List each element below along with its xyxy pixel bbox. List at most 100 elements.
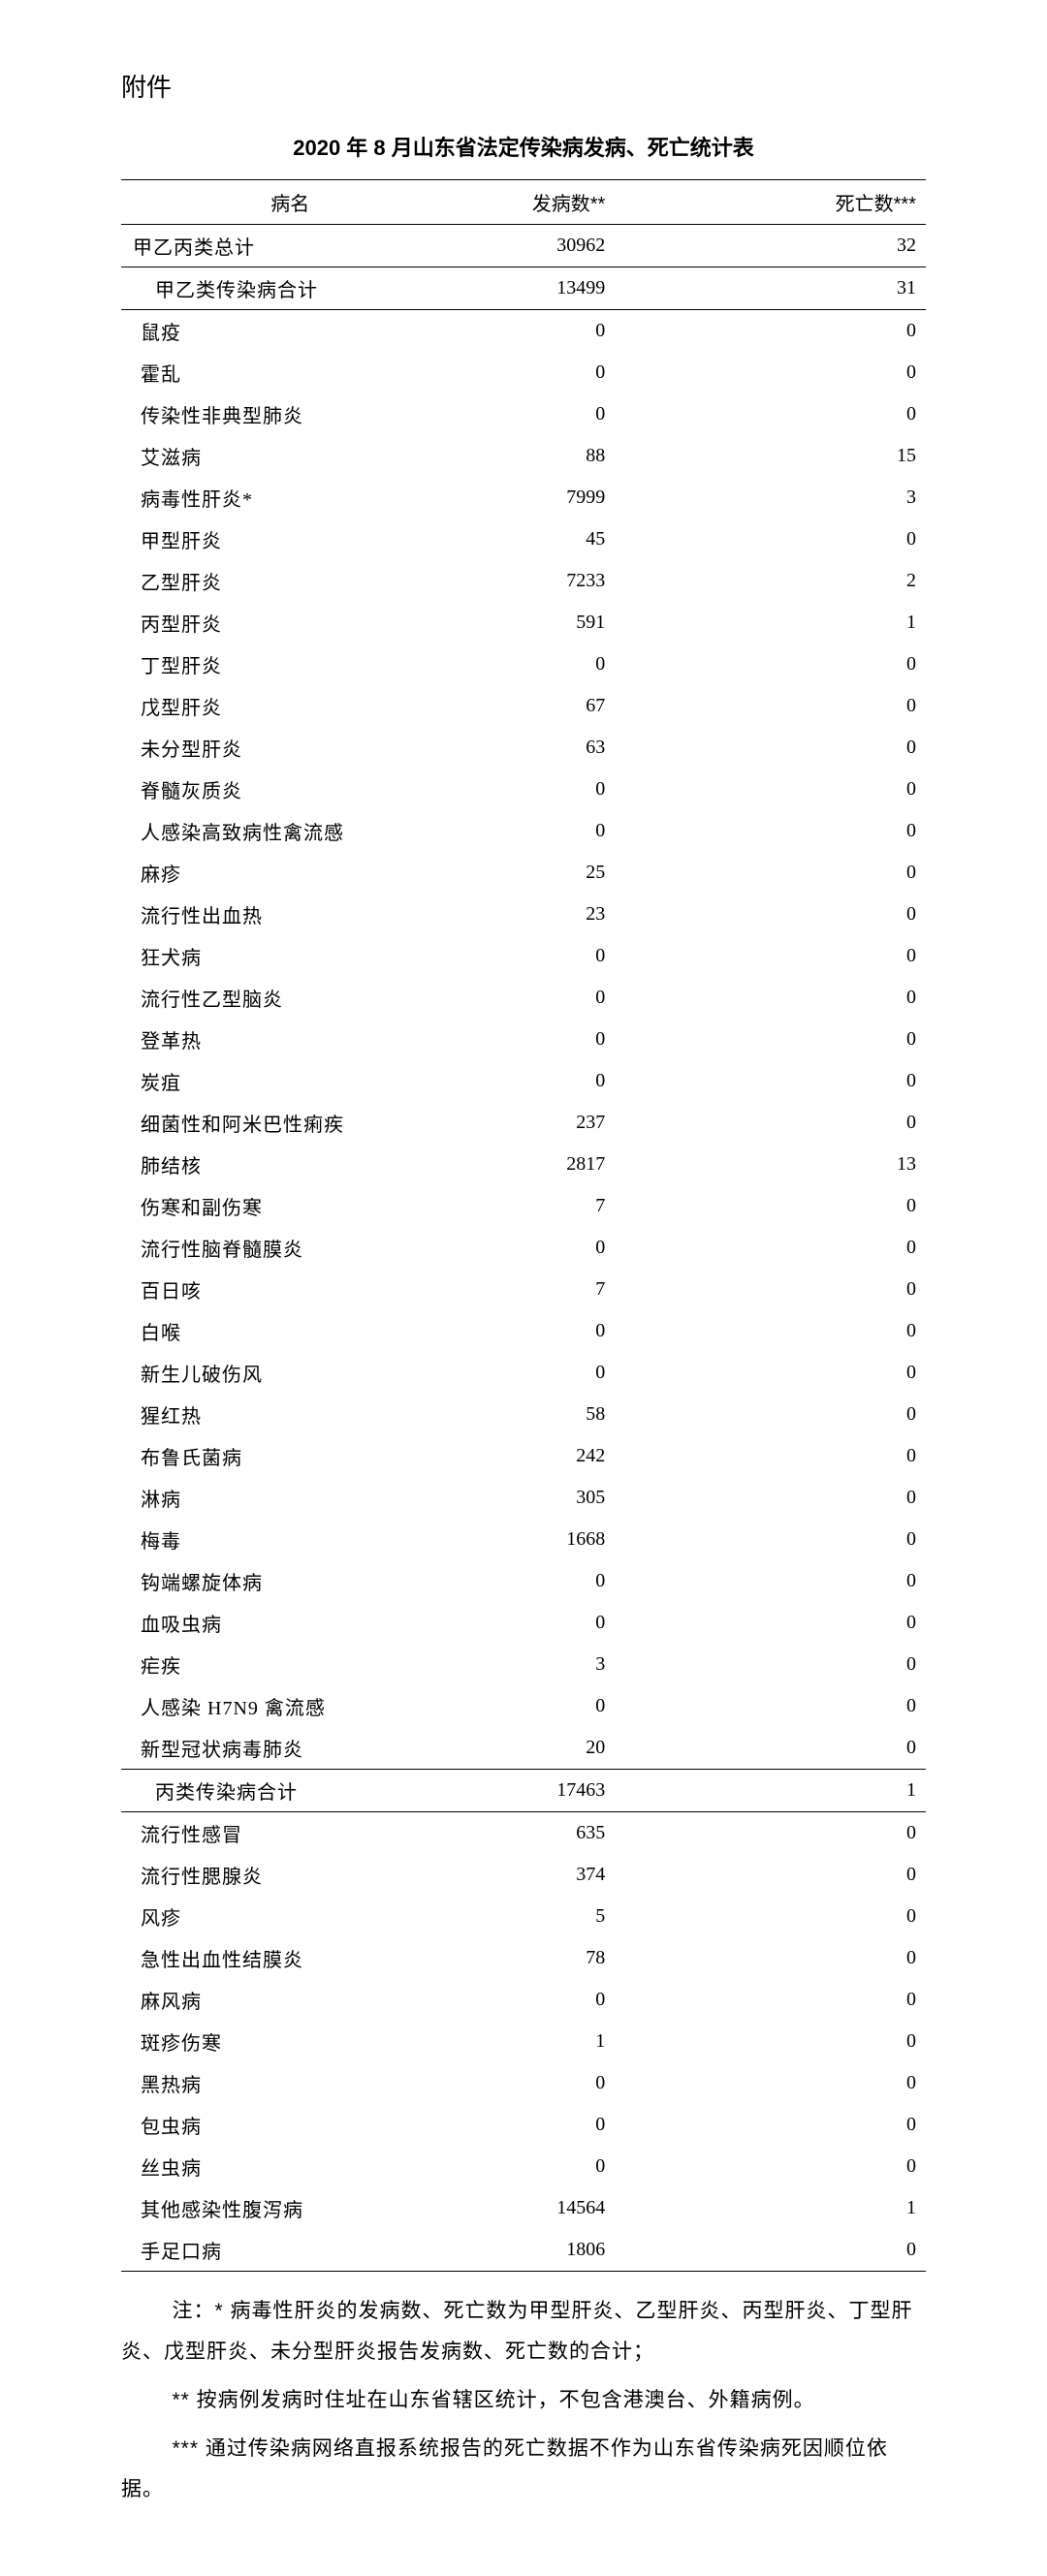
header-deaths: 死亡数*** <box>692 180 926 225</box>
document-title: 2020 年 8 月山东省法定传染病发病、死亡统计表 <box>121 131 926 162</box>
table-row: 甲型肝炎450 <box>121 518 926 560</box>
table-row: 鼠疫00 <box>121 310 926 353</box>
disease-name: 狂犬病 <box>121 935 460 977</box>
table-row: 甲乙丙类总计3096232 <box>121 225 926 267</box>
cases-value: 67 <box>460 685 693 727</box>
cases-value: 0 <box>460 2146 693 2187</box>
cases-value: 0 <box>460 1685 693 1727</box>
cases-value: 23 <box>460 894 693 935</box>
disease-name: 麻疹 <box>121 852 460 894</box>
cases-value: 591 <box>460 602 693 644</box>
cases-value: 17463 <box>460 1770 693 1812</box>
disease-name: 流行性乙型脑炎 <box>121 977 460 1019</box>
table-row: 细菌性和阿米巴性痢疾2370 <box>121 1102 926 1144</box>
disease-name: 手足口病 <box>121 2229 460 2272</box>
cases-value: 0 <box>460 1060 693 1102</box>
table-row: 丝虫病00 <box>121 2146 926 2187</box>
table-row: 伤寒和副伤寒70 <box>121 1185 926 1227</box>
table-row: 风疹50 <box>121 1896 926 1937</box>
deaths-value: 3 <box>692 477 926 518</box>
table-row: 新型冠状病毒肺炎200 <box>121 1727 926 1770</box>
table-row: 病毒性肝炎*79993 <box>121 477 926 518</box>
table-row: 包虫病00 <box>121 2104 926 2146</box>
deaths-value: 15 <box>692 435 926 477</box>
deaths-value: 0 <box>692 1727 926 1770</box>
deaths-value: 0 <box>692 935 926 977</box>
cases-value: 0 <box>460 1560 693 1602</box>
header-name: 病名 <box>121 180 460 225</box>
statistics-table: 病名 发病数** 死亡数*** 甲乙丙类总计3096232甲乙类传染病合计 1 34… <box>121 179 926 2272</box>
disease-name: 丝虫病 <box>121 2146 460 2187</box>
deaths-value: 0 <box>692 1602 926 1644</box>
disease-name: 麻风病 <box>121 1979 460 2021</box>
disease-name: 新生儿破伤风 <box>121 1352 460 1394</box>
deaths-value: 0 <box>692 2021 926 2062</box>
disease-name: 鼠疫 <box>121 310 460 353</box>
disease-name: 流行性出血热 <box>121 894 460 935</box>
table-header-row: 病名 发病数** 死亡数*** <box>121 180 926 225</box>
table-row: 乙型肝炎72332 <box>121 560 926 602</box>
disease-name: 流行性腮腺炎 <box>121 1854 460 1896</box>
table-row: 黑热病00 <box>121 2062 926 2104</box>
cases-value: 7 <box>460 1269 693 1310</box>
cases-value: 635 <box>460 1812 693 1855</box>
table-row: 人感染高致病性禽流感00 <box>121 810 926 852</box>
deaths-value: 0 <box>692 810 926 852</box>
disease-name: 甲型肝炎 <box>121 518 460 560</box>
cases-value: 45 <box>460 518 693 560</box>
deaths-value: 0 <box>692 393 926 435</box>
disease-name: 甲乙丙类总计 <box>121 225 460 267</box>
disease-name: 霍乱 <box>121 352 460 393</box>
deaths-value: 0 <box>692 1560 926 1602</box>
table-row: 人感染 H7N9 禽流感00 <box>121 1685 926 1727</box>
deaths-value: 0 <box>692 685 926 727</box>
cases-value: 0 <box>460 977 693 1019</box>
deaths-value: 0 <box>692 644 926 685</box>
disease-name: 黑热病 <box>121 2062 460 2104</box>
disease-name: 肺结核 <box>121 1144 460 1185</box>
disease-name: 乙型肝炎 <box>121 560 460 602</box>
table-row: 未分型肝炎630 <box>121 727 926 769</box>
deaths-value: 1 <box>692 602 926 644</box>
cases-value: 0 <box>460 769 693 810</box>
disease-name: 钩端螺旋体病 <box>121 1560 460 1602</box>
disease-name: 包虫病 <box>121 2104 460 2146</box>
cases-value: 1668 <box>460 1519 693 1560</box>
deaths-value: 1 <box>692 1770 926 1812</box>
cases-value: 0 <box>460 1602 693 1644</box>
deaths-value: 0 <box>692 1812 926 1855</box>
disease-name: 传染性非典型肺炎 <box>121 393 460 435</box>
deaths-value: 0 <box>692 852 926 894</box>
deaths-value: 0 <box>692 1937 926 1979</box>
table-row: 流行性乙型脑炎00 <box>121 977 926 1019</box>
table-row: 脊髓灰质炎00 <box>121 769 926 810</box>
table-row: 丙类传染病合计174631 <box>121 1770 926 1812</box>
disease-name: 百日咳 <box>121 1269 460 1310</box>
disease-name: 急性出血性结膜炎 <box>121 1937 460 1979</box>
cases-value: 1 <box>460 2021 693 2062</box>
cases-value: 0 <box>460 393 693 435</box>
deaths-value: 0 <box>692 769 926 810</box>
deaths-value: 0 <box>692 1019 926 1060</box>
disease-name: 丙类传染病合计 <box>121 1770 460 1812</box>
disease-name: 流行性脑脊髓膜炎 <box>121 1227 460 1269</box>
table-row: 其他感染性腹泻病145641 <box>121 2187 926 2229</box>
deaths-value: 2 <box>692 560 926 602</box>
table-row: 传染性非典型肺炎00 <box>121 393 926 435</box>
disease-name: 流行性感冒 <box>121 1812 460 1855</box>
table-row: 麻疹250 <box>121 852 926 894</box>
table-row: 丙型肝炎5911 <box>121 602 926 644</box>
disease-name: 疟疾 <box>121 1644 460 1685</box>
deaths-value: 0 <box>692 518 926 560</box>
table-row: 新生儿破伤风00 <box>121 1352 926 1394</box>
disease-name: 甲乙类传染病合计 <box>121 267 460 310</box>
disease-name: 人感染高致病性禽流感 <box>121 810 460 852</box>
table-row: 梅毒16680 <box>121 1519 926 1560</box>
deaths-value: 0 <box>692 1310 926 1352</box>
cases-value: 0 <box>460 1310 693 1352</box>
attachment-label: 附件 <box>121 68 926 104</box>
deaths-value: 0 <box>692 1185 926 1227</box>
cases-value: 0 <box>460 1979 693 2021</box>
table-row: 钩端螺旋体病00 <box>121 1560 926 1602</box>
table-row: 猩红热580 <box>121 1394 926 1435</box>
